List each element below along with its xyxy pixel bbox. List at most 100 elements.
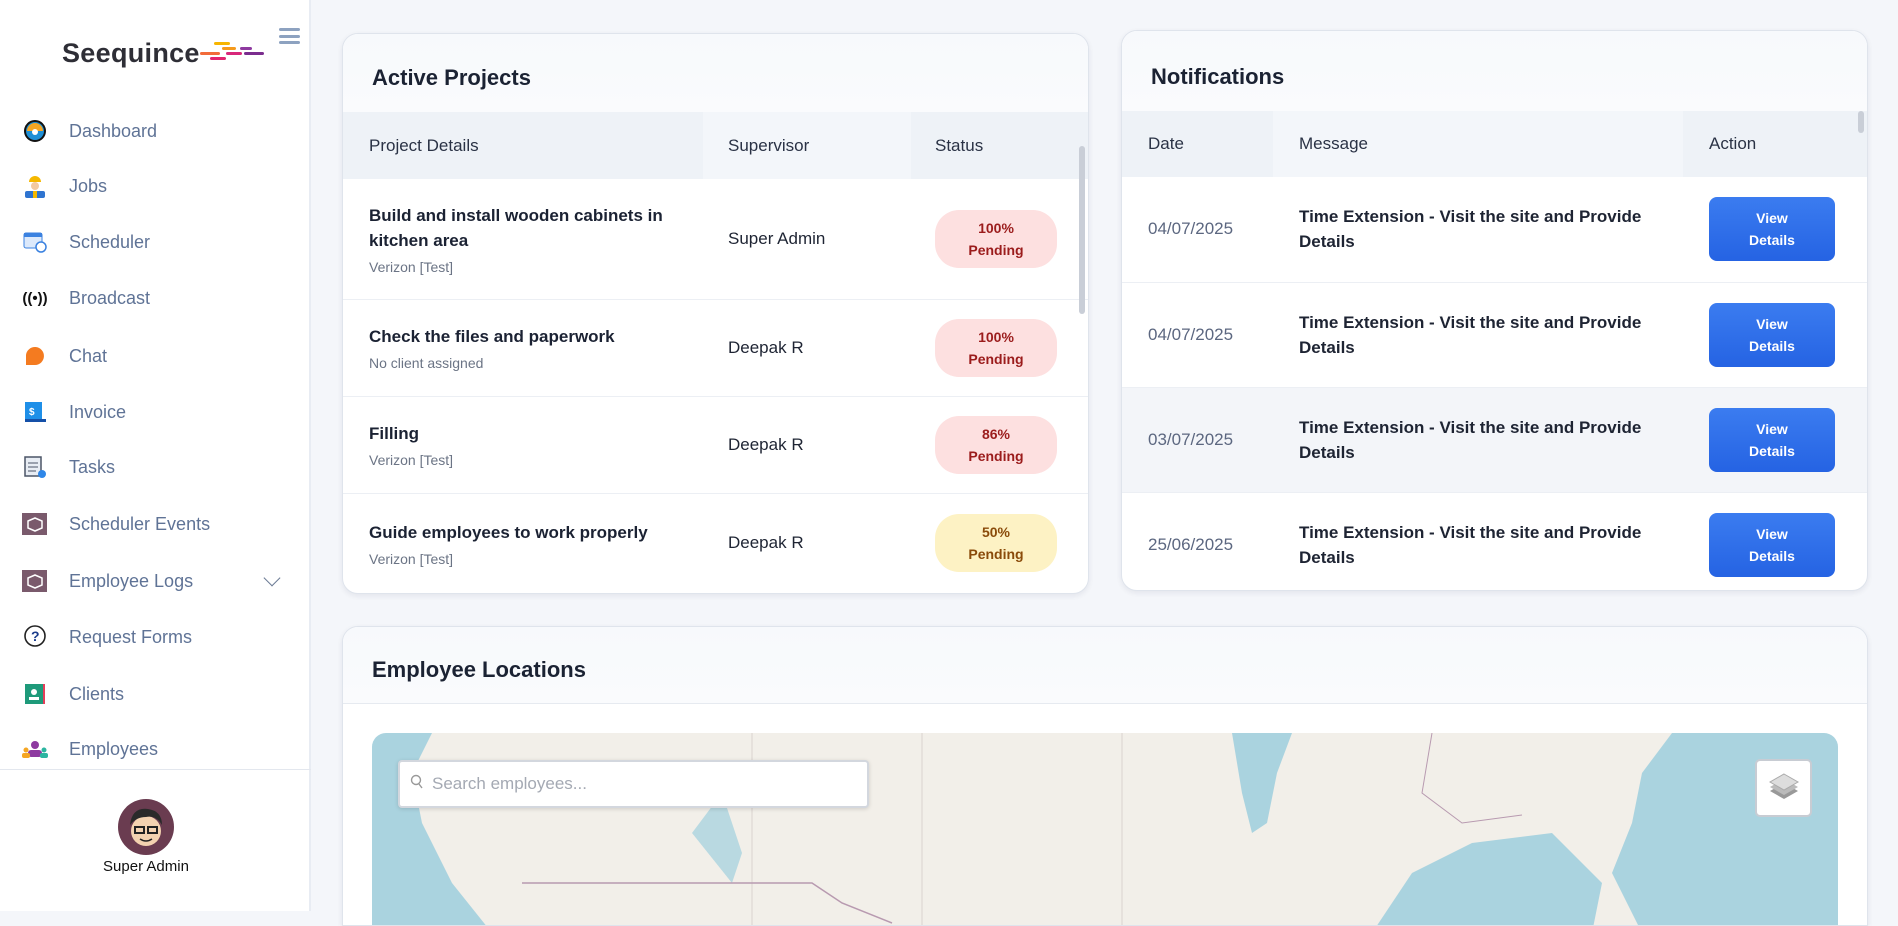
sidebar-item-label: Broadcast — [69, 287, 151, 308]
scrollbar[interactable] — [1079, 146, 1085, 314]
column-header[interactable]: Supervisor — [703, 112, 911, 179]
button-label: View — [1756, 315, 1788, 332]
column-header[interactable]: Message — [1273, 111, 1683, 177]
dashboard-gauge-icon — [22, 119, 48, 143]
employee-map[interactable] — [372, 733, 1838, 925]
view-details-button[interactable]: View Details — [1709, 302, 1835, 367]
worker-icon — [22, 174, 48, 198]
box-icon — [22, 569, 48, 593]
svg-text:?: ? — [31, 628, 40, 644]
employee-search-input[interactable] — [432, 774, 852, 794]
calendar-clock-icon — [22, 230, 48, 254]
button-label: Details — [1749, 442, 1795, 459]
card-title: Employee Locations — [372, 657, 586, 682]
button-label: Details — [1749, 547, 1795, 564]
project-title[interactable]: Check the files and paperwork — [369, 327, 615, 346]
scrollbar[interactable] — [1858, 111, 1864, 133]
sidebar-item-label: Tasks — [69, 456, 116, 477]
sidebar: Seequince Dashboard Jobs Scheduler ((•))… — [0, 0, 311, 911]
card-header: Notifications — [1122, 31, 1867, 111]
notification-message: Time Extension - Visit the site and Prov… — [1273, 492, 1683, 590]
notifications-table: Date Message Action 04/07/2025 Time Exte… — [1122, 111, 1867, 590]
card-header: Active Projects — [343, 34, 1088, 112]
chat-bubble-icon — [22, 344, 48, 368]
progress-percent: 100% — [978, 328, 1014, 345]
checklist-icon — [22, 455, 48, 479]
supervisor-cell: Super Admin — [703, 179, 911, 300]
chevron-down-icon[interactable] — [263, 569, 281, 587]
sidebar-item-label: Invoice — [69, 401, 127, 422]
project-title[interactable]: Build and install wooden cabinets in kit… — [369, 205, 663, 250]
project-client: Verizon [Test] — [369, 452, 454, 468]
button-label: View — [1756, 525, 1788, 542]
project-client: Verizon [Test] — [369, 550, 454, 567]
progress-percent: 100% — [978, 219, 1014, 236]
view-details-button[interactable]: View Details — [1709, 407, 1835, 472]
projects-table: Project Details Supervisor Status Build … — [343, 112, 1088, 593]
broadcast-icon: ((•)) — [22, 289, 48, 307]
card-title: Active Projects — [372, 65, 531, 90]
sidebar-item-label: Employee Logs — [69, 570, 194, 591]
sidebar-item-clients[interactable]: Clients — [0, 671, 311, 717]
sidebar-item-employees[interactable]: Employees — [0, 726, 311, 772]
sidebar-item-dashboard[interactable]: Dashboard — [0, 108, 311, 154]
table-row[interactable]: Filling Verizon [Test] Deepak R 86% Pendin… — [343, 396, 1088, 494]
table-row[interactable]: Guide employees to work properly Verizon … — [343, 493, 1088, 593]
project-title[interactable]: Guide employees to work properly — [369, 522, 648, 542]
notification-date: 04/07/2025 — [1122, 177, 1273, 283]
notification-message: Time Extension - Visit the site and Prov… — [1273, 177, 1683, 283]
employee-locations-card: Employee Locations — [342, 626, 1868, 926]
menu-toggle-icon[interactable] — [279, 28, 300, 44]
sidebar-item-chat[interactable]: Chat — [0, 333, 311, 379]
employee-search-field[interactable] — [398, 760, 869, 808]
notification-date: 03/07/2025 — [1122, 387, 1273, 493]
project-client: Verizon [Test] — [369, 258, 454, 275]
supervisor-cell: Deepak R — [703, 493, 911, 593]
status-text: Pending — [968, 241, 1024, 258]
search-icon — [410, 774, 424, 795]
sidebar-item-broadcast[interactable]: ((•)) Broadcast — [0, 275, 311, 321]
notification-date: 25/06/2025 — [1122, 492, 1273, 590]
sidebar-item-request-forms[interactable]: ? Request Forms — [0, 614, 311, 660]
table-row: 03/07/2025 Time Extension - Visit the si… — [1122, 387, 1867, 493]
progress-percent: 86% — [981, 425, 1011, 442]
notification-message: Time Extension - Visit the site and Prov… — [1273, 282, 1683, 388]
sidebar-item-tasks[interactable]: Tasks — [0, 444, 311, 490]
people-group-icon — [22, 737, 48, 761]
sidebar-item-invoice[interactable]: $ Invoice — [0, 389, 311, 435]
brand-logo[interactable]: Seequince — [62, 38, 266, 69]
table-row: 25/06/2025 Time Extension - Visit the si… — [1122, 492, 1867, 590]
column-header[interactable]: Status — [911, 112, 1088, 179]
svg-text:$: $ — [29, 407, 35, 418]
avatar[interactable] — [118, 799, 174, 855]
status-text: Pending — [968, 546, 1024, 562]
brand-name: Seequince — [62, 38, 200, 68]
question-bubble-icon: ? — [22, 625, 48, 649]
status-badge: 50% Pending — [935, 514, 1057, 572]
layers-icon — [1768, 773, 1799, 799]
sidebar-item-scheduler[interactable]: Scheduler — [0, 219, 311, 265]
table-header: Date Message Action — [1122, 111, 1867, 177]
sidebar-item-scheduler-events[interactable]: Scheduler Events — [0, 501, 311, 547]
view-details-button[interactable]: View Details — [1709, 197, 1835, 262]
column-header[interactable]: Date — [1122, 111, 1273, 177]
sidebar-item-label: Jobs — [69, 175, 108, 196]
button-label: Details — [1749, 232, 1795, 249]
sidebar-item-jobs[interactable]: Jobs — [0, 163, 311, 209]
table-row[interactable]: Build and install wooden cabinets in kit… — [343, 179, 1088, 300]
layers-button[interactable] — [1755, 759, 1812, 817]
table-row[interactable]: Check the files and paperwork No client a… — [343, 299, 1088, 397]
column-header[interactable]: Action — [1683, 111, 1867, 177]
invoice-dollar-icon: $ — [22, 400, 48, 424]
status-badge: 100% Pending — [935, 209, 1057, 268]
project-title[interactable]: Filling — [369, 424, 420, 443]
column-header[interactable]: Project Details — [343, 112, 703, 179]
contact-card-icon — [22, 682, 48, 706]
view-details-button[interactable]: View Details — [1709, 512, 1835, 577]
progress-percent: 50% — [981, 524, 1011, 540]
sidebar-item-employee-logs[interactable]: Employee Logs — [0, 558, 311, 604]
sidebar-item-label: Request Forms — [69, 626, 193, 647]
table-row: 04/07/2025 Time Extension - Visit the si… — [1122, 282, 1867, 388]
card-header: Employee Locations — [343, 627, 1867, 704]
sidebar-item-label: Dashboard — [69, 120, 158, 141]
